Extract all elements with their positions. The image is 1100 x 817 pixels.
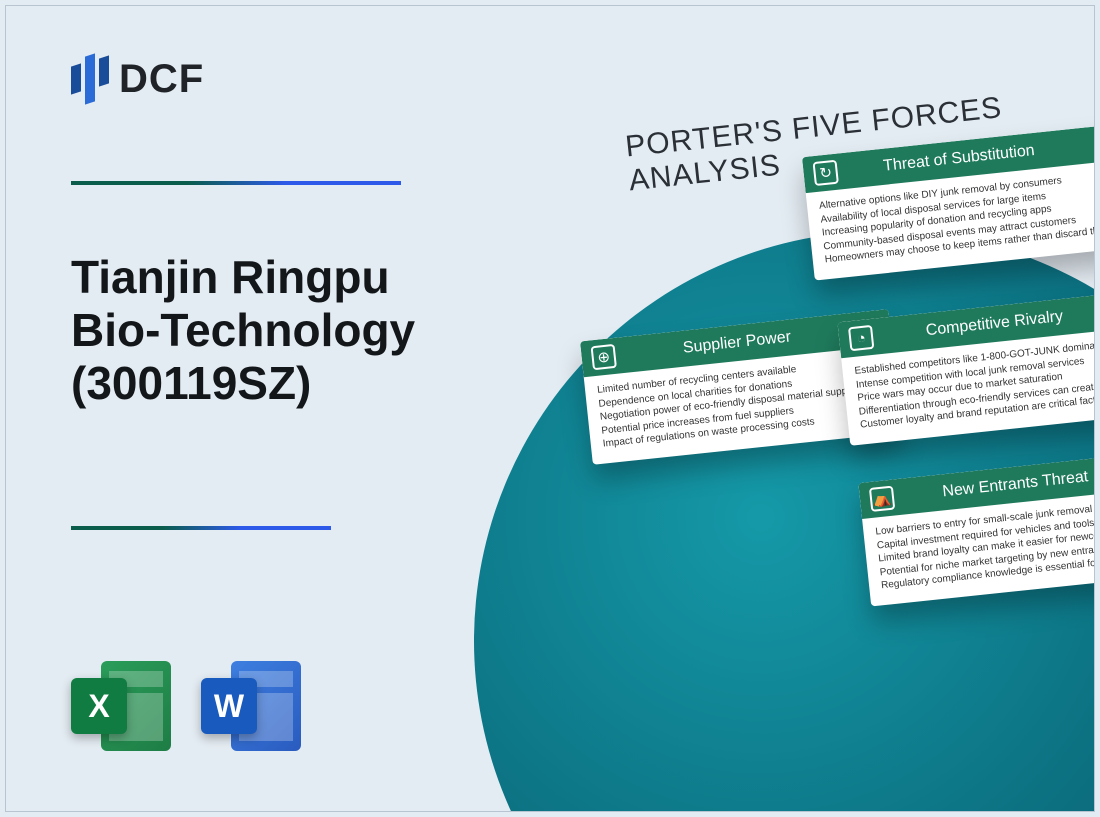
card-entrants: ⛺ New Entrants Threat Low barriers to en…	[858, 451, 1095, 606]
card-substitution: ↻ Threat of Substitution Alternative opt…	[802, 125, 1095, 280]
porter-cards-layer: ↻ Threat of Substitution Alternative opt…	[5, 5, 1095, 812]
